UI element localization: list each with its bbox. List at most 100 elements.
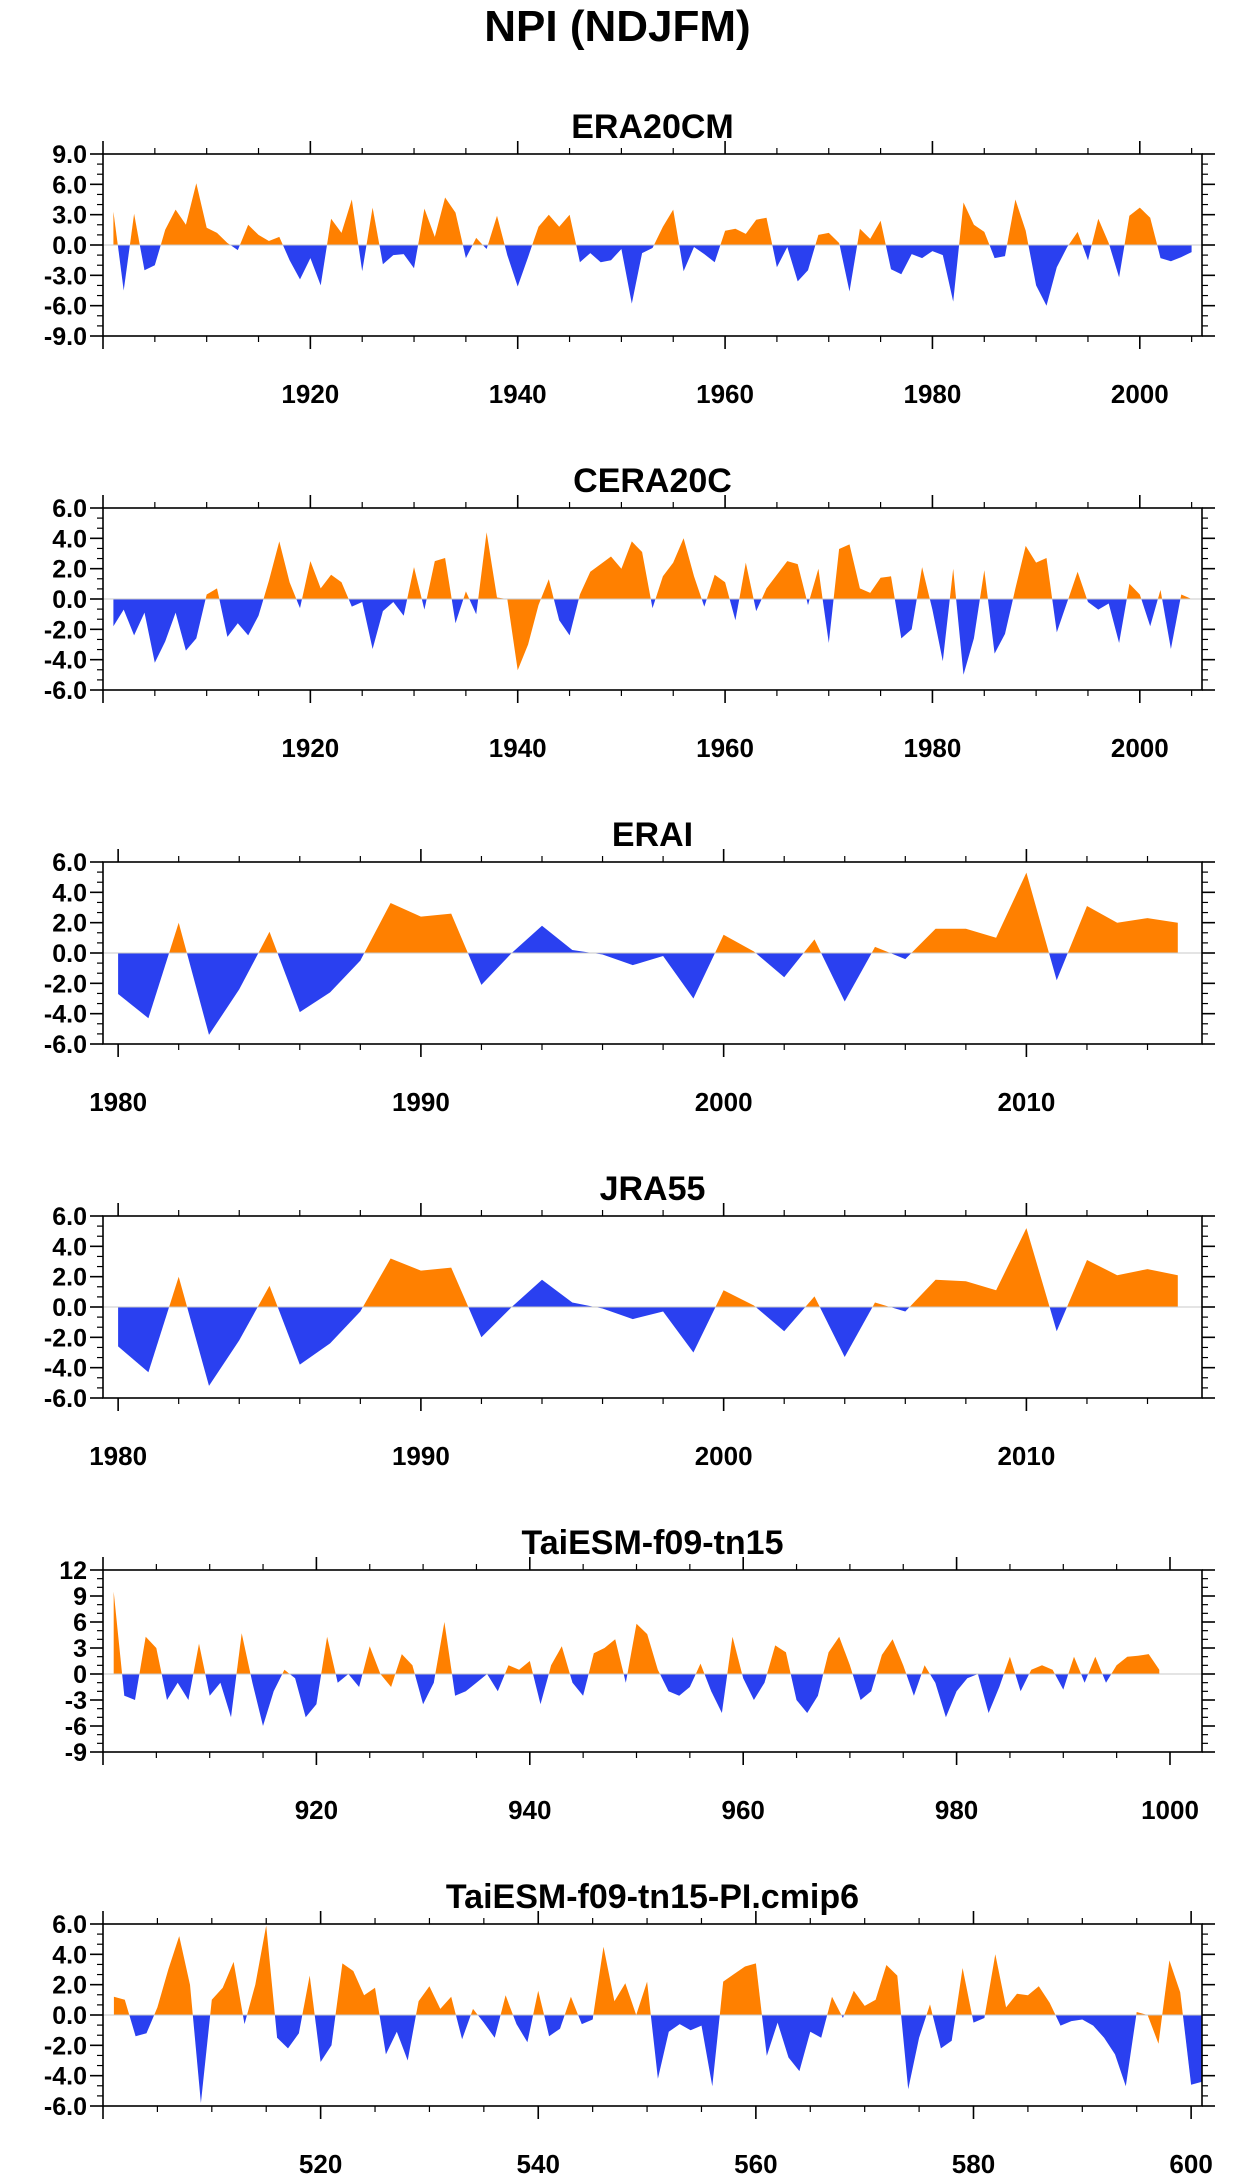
- negative-area: [289, 1674, 322, 1718]
- negative-area: [972, 2015, 985, 2023]
- y-tick-label: -6.0: [44, 1385, 87, 1413]
- positive-area: [113, 1996, 130, 2015]
- positive-area: [327, 199, 359, 245]
- x-tick-label: 2000: [695, 1441, 753, 1471]
- positive-area: [564, 1996, 579, 2015]
- negative-area: [1109, 245, 1125, 278]
- negative-area: [455, 2015, 471, 2040]
- negative-area: [1082, 245, 1092, 261]
- x-tick-label: 520: [299, 2149, 342, 2179]
- negative-area: [122, 1674, 140, 1700]
- positive-area: [1068, 571, 1087, 599]
- x-tick-label: 1000: [1141, 1795, 1199, 1825]
- y-tick-label: -4.0: [44, 1001, 87, 1029]
- positive-area: [926, 2004, 933, 2015]
- y-tick-label: -6.0: [44, 293, 87, 321]
- positive-area: [823, 1636, 853, 1674]
- y-tick-label: 4.0: [52, 879, 87, 907]
- negative-area: [533, 1674, 549, 1705]
- positive-area: [247, 1925, 275, 2015]
- negative-area: [113, 599, 206, 663]
- negative-area: [282, 245, 327, 286]
- y-tick-label: 2.0: [52, 1972, 87, 2000]
- positive-area: [578, 541, 651, 599]
- positive-area: [364, 903, 468, 953]
- positive-area: [809, 568, 823, 599]
- negative-area: [482, 245, 488, 249]
- y-tick-label: -2.0: [44, 970, 87, 998]
- y-tick-label: 9: [73, 1583, 87, 1611]
- positive-area: [504, 1661, 533, 1674]
- x-tick-label: 1980: [89, 1441, 147, 1471]
- area-series: [113, 532, 1192, 675]
- positive-area: [911, 872, 1049, 953]
- positive-area: [362, 1646, 396, 1687]
- chart-title: JRA55: [600, 1170, 706, 1208]
- negative-area: [822, 599, 834, 643]
- area-series: [113, 183, 1192, 306]
- y-tick-label: -3.0: [44, 262, 87, 290]
- positive-area: [407, 567, 422, 599]
- y-tick-label: -6.0: [44, 1031, 87, 1059]
- positive-area: [761, 561, 807, 599]
- x-tick-label: 600: [1169, 2149, 1212, 2179]
- negative-area: [230, 245, 240, 251]
- positive-area: [1162, 1960, 1183, 2015]
- main-title: NPI (NDJFM): [484, 2, 751, 51]
- positive-area: [719, 1963, 762, 2015]
- y-tick-label: 0.0: [52, 940, 87, 968]
- negative-area: [1157, 245, 1192, 262]
- positive-area: [113, 211, 118, 245]
- x-tick-label: 1920: [281, 379, 339, 409]
- chart-title: TaiESM-f09-tn15-PI.cmip6: [446, 1878, 859, 1916]
- y-tick-label: -3: [65, 1687, 87, 1715]
- negative-area: [1081, 1674, 1089, 1683]
- chart-panel: ERA20CM -9.0-6.0 -3.00.03.0 6.09.0 1920 1940 1…: [44, 108, 1215, 409]
- negative-area: [1015, 1674, 1030, 1692]
- negative-area: [595, 1307, 716, 1353]
- y-tick-label: 0.0: [52, 586, 87, 614]
- x-tick-label: 920: [295, 1795, 338, 1825]
- negative-area: [242, 2015, 247, 2025]
- negative-area: [890, 1307, 910, 1312]
- chart-panel: CERA20C -6.0-4.0 -2.00.02.0 4.06.0 1920 1940 1…: [44, 462, 1215, 763]
- negative-area: [578, 2015, 594, 2025]
- x-tick-label: 1940: [489, 379, 547, 409]
- negative-area: [553, 599, 579, 636]
- positive-area: [263, 541, 297, 599]
- negative-area: [219, 599, 264, 637]
- positive-area: [715, 1290, 756, 1307]
- y-tick-label: 12: [59, 1557, 87, 1585]
- negative-area: [929, 599, 950, 662]
- negative-area: [679, 245, 721, 272]
- negative-area: [841, 2015, 845, 2018]
- area-series: [113, 1925, 1202, 2103]
- positive-area: [876, 1639, 907, 1674]
- y-tick-label: -4.0: [44, 647, 87, 675]
- chart-title: ERA20CM: [571, 108, 733, 146]
- x-tick-label: 560: [734, 2149, 777, 2179]
- y-tick-label: 4.0: [52, 1233, 87, 1261]
- positive-area: [239, 224, 283, 245]
- y-tick-label: -4.0: [44, 2063, 87, 2091]
- positive-area: [715, 934, 756, 953]
- negative-area: [839, 245, 858, 292]
- positive-area: [426, 558, 452, 599]
- y-tick-label: -9.0: [44, 323, 87, 351]
- y-tick-label: 6.0: [52, 849, 87, 877]
- y-tick-label: 6.0: [52, 1203, 87, 1231]
- y-tick-label: 6.0: [52, 171, 87, 199]
- positive-area: [205, 588, 220, 599]
- y-tick-label: 0.0: [52, 232, 87, 260]
- x-tick-label: 2010: [997, 1087, 1055, 1117]
- positive-area: [532, 214, 577, 245]
- negative-area: [414, 1674, 436, 1705]
- x-tick-label: 540: [517, 2149, 560, 2179]
- positive-area: [1003, 1656, 1016, 1674]
- y-tick-label: -9: [65, 1739, 87, 1767]
- positive-area: [193, 1643, 206, 1674]
- negative-area: [118, 953, 170, 1019]
- positive-area: [321, 1636, 336, 1674]
- positive-area: [416, 1986, 456, 2015]
